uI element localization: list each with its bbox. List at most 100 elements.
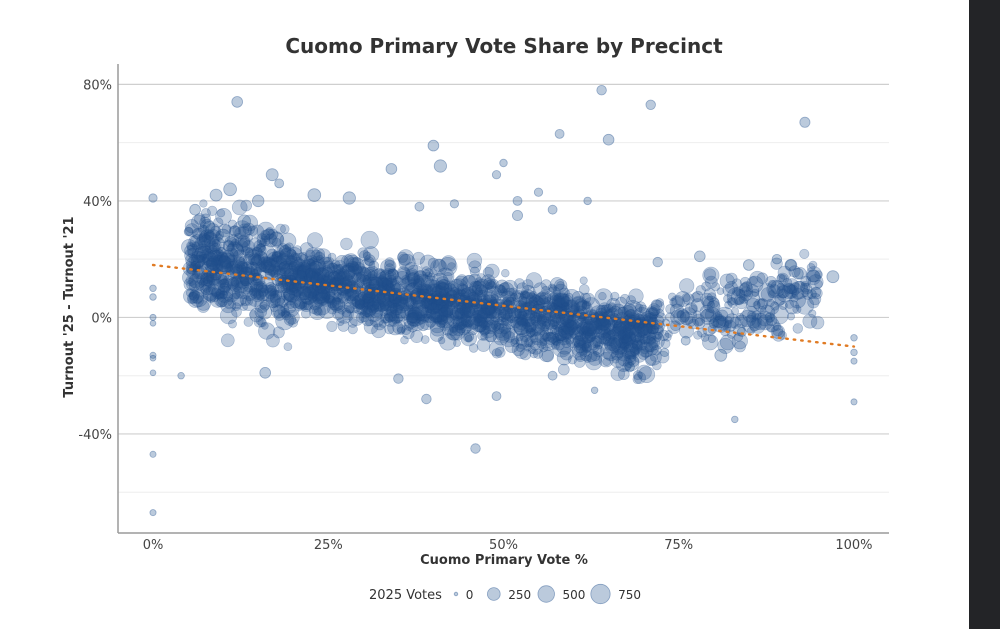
scatter-point — [533, 297, 546, 309]
scatter-point — [316, 274, 328, 286]
scatter-point — [212, 242, 221, 252]
scatter-point — [282, 279, 297, 294]
scatter-point — [429, 304, 440, 315]
scatter-point — [536, 313, 545, 322]
scatter-point — [207, 205, 218, 216]
scatter-point — [418, 288, 431, 302]
scatter-point — [462, 302, 478, 319]
scatter-point — [565, 319, 582, 336]
scatter-point — [517, 295, 528, 306]
scatter-point — [645, 99, 656, 111]
scatter-point — [189, 288, 208, 308]
scatter-point — [197, 258, 205, 267]
scatter-point — [264, 287, 277, 300]
scatter-point — [579, 321, 596, 338]
scatter-point — [250, 269, 260, 278]
scatter-point — [205, 270, 218, 283]
scatter-point — [598, 316, 616, 333]
scatter-point — [287, 261, 300, 274]
scatter-point — [246, 265, 255, 274]
scatter-point — [242, 246, 254, 258]
scatter-point — [623, 310, 633, 320]
scatter-point — [433, 159, 447, 173]
scatter-point — [486, 278, 497, 290]
scatter-point — [245, 262, 261, 278]
scatter-point — [541, 349, 554, 363]
scatter-point — [446, 326, 461, 341]
scatter-point — [541, 312, 552, 324]
scatter-point — [419, 254, 436, 271]
scatter-point — [715, 317, 729, 331]
scatter-point — [514, 310, 529, 326]
scatter-point — [773, 295, 785, 307]
scatter-point — [502, 287, 517, 303]
scatter-point — [260, 321, 269, 330]
scatter-point — [479, 325, 490, 336]
scatter-point — [523, 337, 533, 347]
scatter-point — [611, 317, 623, 329]
scatter-point — [193, 255, 206, 268]
scatter-point — [257, 304, 273, 320]
scatter-point — [772, 325, 784, 337]
scatter-point — [460, 287, 471, 298]
scatter-point — [395, 287, 413, 304]
scatter-point — [300, 308, 311, 319]
scatter-point — [703, 288, 716, 301]
scatter-point — [784, 299, 800, 315]
scatter-point — [208, 238, 222, 252]
scatter-point — [298, 291, 308, 301]
scatter-point — [579, 292, 592, 304]
scatter-point — [284, 267, 298, 281]
scatter-point — [368, 287, 385, 304]
scatter-point — [284, 270, 303, 289]
scatter-point — [563, 321, 572, 330]
scatter-point — [621, 344, 636, 359]
scatter-point — [524, 316, 535, 326]
scatter-point — [485, 310, 501, 326]
scatter-point — [583, 355, 592, 363]
scatter-point — [287, 293, 297, 303]
scatter-point — [219, 252, 236, 268]
scatter-point — [613, 317, 633, 337]
scatter-point — [303, 273, 313, 283]
scatter-point — [384, 313, 393, 322]
scatter-point — [534, 317, 547, 330]
scatter-point — [317, 273, 327, 283]
scatter-point — [472, 307, 486, 321]
scatter-point — [647, 303, 661, 317]
scatter-point — [628, 343, 639, 353]
scatter-point — [384, 312, 394, 322]
scatter-point — [519, 329, 532, 342]
scatter-point — [649, 313, 658, 322]
scatter-point — [764, 312, 776, 323]
scatter-point — [188, 289, 200, 301]
scatter-point — [547, 204, 558, 215]
scatter-point — [523, 318, 538, 333]
scatter-point — [317, 286, 330, 299]
scatter-point — [436, 318, 446, 328]
scatter-point — [379, 268, 397, 285]
scatter-point — [489, 296, 498, 305]
scatter-point — [622, 332, 631, 341]
scatter-point — [398, 253, 416, 271]
x-tick-label: 0% — [143, 538, 164, 553]
scatter-point — [646, 331, 665, 350]
scatter-point — [776, 285, 794, 303]
scatter-point — [536, 294, 550, 308]
scatter-point — [344, 301, 356, 313]
scatter-point — [202, 285, 219, 302]
scatter-point — [530, 332, 544, 346]
scatter-point — [743, 289, 752, 298]
scatter-point — [189, 291, 198, 301]
scatter-point — [600, 331, 615, 346]
scatter-point — [496, 284, 505, 293]
scatter-point — [679, 311, 694, 326]
scatter-point — [309, 282, 323, 296]
scatter-point — [538, 346, 554, 362]
scatter-point — [602, 345, 619, 362]
scatter-point — [635, 301, 647, 313]
scatter-point — [430, 304, 449, 323]
scatter-point — [347, 260, 359, 273]
scatter-point — [187, 291, 205, 308]
scatter-point — [607, 329, 619, 341]
